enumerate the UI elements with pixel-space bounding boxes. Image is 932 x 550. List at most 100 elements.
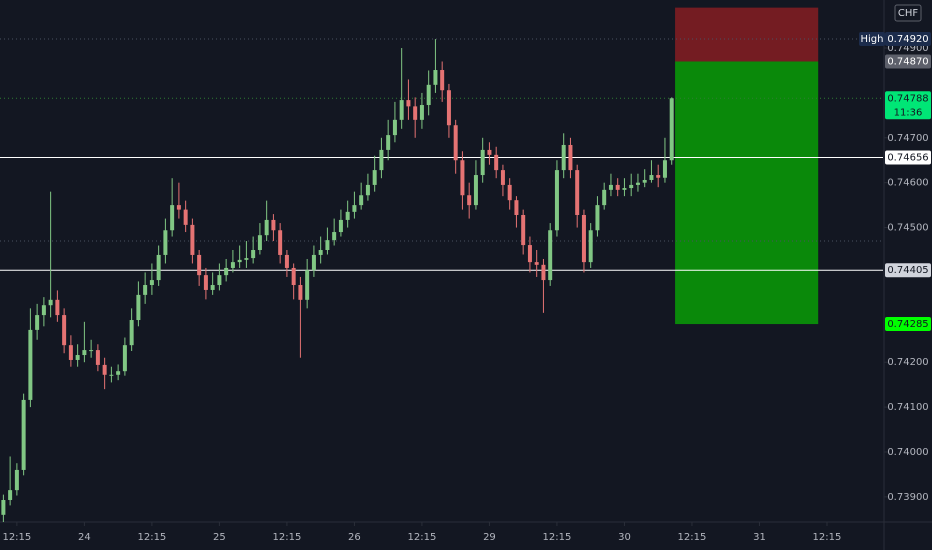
- candle-body: [102, 364, 107, 375]
- x-tick-label: 12:15: [678, 532, 707, 543]
- price-tag: [885, 91, 931, 120]
- candle-body: [365, 184, 370, 196]
- candle-body: [359, 195, 364, 206]
- candle-body: [75, 355, 80, 360]
- candle-body: [473, 175, 478, 206]
- candle-body: [487, 149, 492, 155]
- x-tick-label: 24: [78, 532, 91, 543]
- candle-body: [143, 285, 148, 295]
- candle-body: [197, 254, 202, 276]
- candle-body: [500, 170, 505, 185]
- price-tag-title-box: [859, 32, 885, 47]
- x-tick-label: 31: [753, 532, 766, 543]
- candle-body: [237, 259, 242, 263]
- price-tag: [885, 150, 931, 165]
- x-tick-label: 12:15: [2, 532, 31, 543]
- price-tag: [885, 32, 931, 47]
- candle-body: [284, 254, 289, 268]
- candle-body: [494, 154, 499, 171]
- x-tick-label: 12:15: [543, 532, 572, 543]
- target-zone: [675, 61, 819, 325]
- candle-body: [109, 374, 114, 376]
- x-tick-label: 30: [618, 532, 631, 543]
- currency-label: CHF: [898, 8, 919, 19]
- candle-body: [62, 315, 67, 346]
- candle-body: [372, 170, 377, 185]
- candle-body: [170, 205, 175, 231]
- price-tag: [885, 263, 931, 278]
- candle-body: [291, 267, 296, 286]
- candle-body: [433, 70, 438, 85]
- x-tick-label: 29: [483, 532, 496, 543]
- candle-body: [446, 90, 451, 126]
- candle-body: [399, 100, 404, 120]
- candle-body: [345, 211, 350, 220]
- candle-body: [271, 219, 276, 231]
- candle-body: [622, 188, 627, 190]
- candle-body: [116, 371, 121, 375]
- candle-body: [1, 500, 6, 515]
- candle-body: [338, 219, 343, 233]
- x-tick-label: 25: [213, 532, 226, 543]
- price-tag: [885, 54, 931, 69]
- y-tick-label: 0.74200: [887, 357, 928, 368]
- candle-body: [426, 84, 431, 106]
- candle-body: [656, 175, 661, 178]
- candle-body: [642, 179, 647, 183]
- candle-body: [28, 329, 33, 400]
- candle-body: [244, 258, 249, 260]
- candle-body: [129, 320, 134, 346]
- candle-body: [595, 205, 600, 231]
- candle-body: [210, 285, 215, 290]
- candle-body: [541, 264, 546, 281]
- candle-body: [176, 205, 181, 210]
- candle-body: [311, 254, 316, 271]
- candle-body: [480, 149, 485, 176]
- candle-body: [89, 350, 94, 352]
- candle-body: [183, 209, 188, 225]
- candle-body: [662, 160, 667, 178]
- price-tag-label: 0.74285: [887, 319, 928, 330]
- candle-body: [21, 399, 26, 470]
- candle-body: [149, 280, 154, 286]
- candle-body: [203, 275, 208, 290]
- candle-body: [136, 294, 141, 321]
- candle-body: [163, 230, 168, 255]
- stop-zone: [675, 7, 819, 62]
- candle-body: [278, 230, 283, 255]
- candle-body: [190, 224, 195, 255]
- candle-body: [406, 100, 411, 107]
- candle-body: [156, 254, 161, 281]
- price-tag: [885, 317, 931, 332]
- candle-body: [548, 230, 553, 281]
- candle-body: [41, 305, 46, 316]
- candle-body: [325, 240, 330, 251]
- candle-body: [568, 144, 573, 171]
- candle-body: [615, 184, 620, 190]
- price-tag-label: 0.74405: [887, 265, 928, 276]
- currency-badge: [894, 4, 922, 22]
- candle-body: [68, 345, 73, 360]
- y-tick-label: 0.74100: [887, 402, 928, 413]
- x-tick-label: 12:15: [137, 532, 166, 543]
- candle-body: [386, 135, 391, 150]
- price-tag-title: High: [861, 34, 884, 45]
- candle-body: [122, 345, 127, 372]
- candle-body: [521, 214, 526, 246]
- y-tick-label: 0.73900: [887, 492, 928, 503]
- y-tick-label: 0.74500: [887, 223, 928, 234]
- price-tag-label: 0.74870: [887, 56, 928, 67]
- candle-body: [8, 490, 13, 501]
- candle-body: [635, 182, 640, 185]
- candle-body: [95, 350, 100, 365]
- candle-body: [649, 175, 654, 180]
- x-tick-label: 12:15: [272, 532, 301, 543]
- x-tick-label: 12:15: [813, 532, 842, 543]
- candle-body: [379, 149, 384, 171]
- candle-body: [413, 106, 418, 120]
- candle-body: [257, 235, 262, 251]
- y-tick-label: 0.74000: [887, 447, 928, 458]
- price-tag-label: 0.74788: [887, 93, 928, 104]
- candle-body: [608, 184, 613, 190]
- candle-body: [217, 275, 222, 286]
